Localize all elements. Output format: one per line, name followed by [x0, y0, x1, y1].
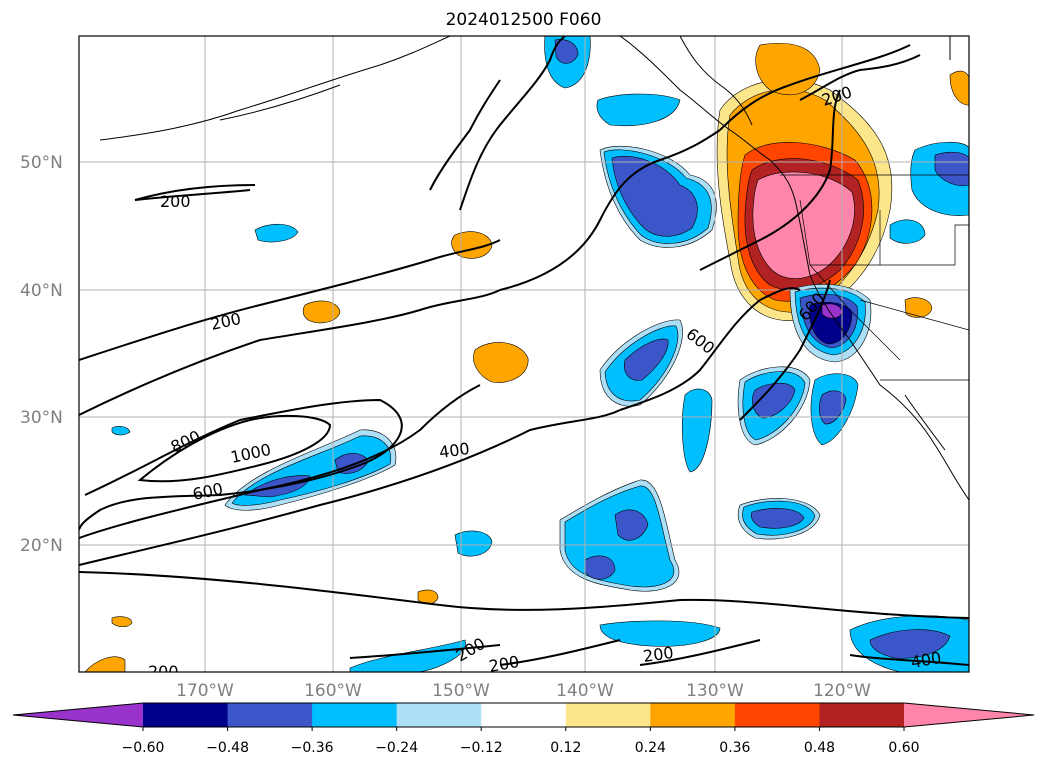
colorbar-segment	[312, 703, 398, 727]
coastlines	[99, 36, 969, 501]
positive-anomaly-region	[302, 300, 341, 324]
shaded-field	[84, 36, 969, 672]
negative-anomaly-region	[869, 629, 951, 659]
negative-anomaly-region	[752, 382, 796, 419]
negative-anomaly-region	[819, 390, 847, 425]
negative-anomaly-region	[681, 388, 713, 473]
positive-anomaly-region	[84, 656, 126, 672]
positive-anomaly-region	[473, 342, 529, 383]
lon-label: 130°W	[686, 681, 744, 701]
colorbar-label: 0.12	[550, 740, 581, 756]
positive-anomaly-region	[904, 297, 933, 318]
contour-label: 200	[642, 643, 675, 666]
colorbar-label: −0.60	[122, 740, 165, 756]
lon-label: 170°W	[176, 681, 234, 701]
colorbar-segment	[143, 703, 229, 727]
negative-anomaly-region	[599, 620, 721, 647]
negative-anomaly-region	[584, 555, 616, 580]
positive-anomaly-region	[755, 42, 821, 96]
positive-anomaly-region	[111, 616, 133, 628]
negative-anomaly-region	[554, 39, 579, 64]
colorbar-segment	[819, 703, 905, 727]
negative-anomaly-region	[111, 426, 131, 436]
lon-label: 160°W	[304, 681, 362, 701]
colorbar-segment	[481, 703, 567, 727]
contour-label: 200	[160, 192, 191, 211]
colorbar-label: 0.60	[888, 740, 919, 756]
colorbar-extend-high	[904, 703, 1034, 727]
graticule	[79, 36, 969, 672]
longitude-labels: 170°W 160°W 150°W 140°W 130°W 120°W	[176, 681, 871, 701]
colorbar-extend-low	[13, 703, 143, 727]
map-frame	[78, 35, 970, 673]
negative-anomaly-region	[614, 509, 649, 541]
negative-anomaly-region	[624, 338, 669, 381]
lat-label: 40°N	[20, 281, 63, 301]
lon-label: 120°W	[813, 681, 871, 701]
contour-label: 200	[487, 652, 520, 676]
colorbar-segment	[396, 703, 482, 727]
colorbar-segment	[227, 703, 313, 727]
colorbar-segment	[734, 703, 820, 727]
contour-label: 200	[148, 662, 179, 681]
colorbar-label: 0.24	[635, 740, 666, 756]
positive-anomaly-region	[949, 70, 969, 106]
negative-anomaly-region	[889, 219, 926, 244]
negative-anomaly-region	[454, 530, 493, 557]
negative-anomaly-region	[934, 151, 969, 186]
lat-label: 50°N	[20, 153, 63, 173]
state-borders	[780, 174, 969, 381]
colorbar-label: −0.36	[291, 740, 334, 756]
colorbar-segment	[650, 703, 736, 727]
lat-label: 30°N	[20, 408, 63, 428]
negative-anomaly-region	[596, 93, 681, 126]
latitude-labels: 50°N 40°N 30°N 20°N	[20, 153, 63, 556]
colorbar-label: −0.48	[206, 740, 249, 756]
lon-label: 150°W	[432, 681, 490, 701]
lon-label: 140°W	[556, 681, 614, 701]
lat-label: 20°N	[20, 536, 63, 556]
negative-anomaly-region	[611, 155, 698, 237]
map-panel: 200 200 200 200 200 200 200 600 600 800 …	[78, 35, 970, 681]
colorbar-label: −0.24	[375, 740, 418, 756]
colorbar-label: −0.12	[460, 740, 503, 756]
negative-anomaly-region	[750, 508, 805, 529]
colorbar-label: 0.48	[804, 740, 835, 756]
map-title: 2024012500 F060	[445, 10, 602, 30]
contours	[79, 36, 969, 666]
colorbar-segment	[565, 703, 651, 727]
negative-anomaly-region	[349, 639, 466, 672]
negative-anomaly-region	[254, 223, 299, 243]
contour-label: 400	[438, 439, 471, 462]
colorbar: −0.60 −0.48 −0.36 −0.24 −0.12 0.12 0.24 0.36 0.4…	[12, 702, 1035, 756]
colorbar-label: 0.36	[719, 740, 750, 756]
